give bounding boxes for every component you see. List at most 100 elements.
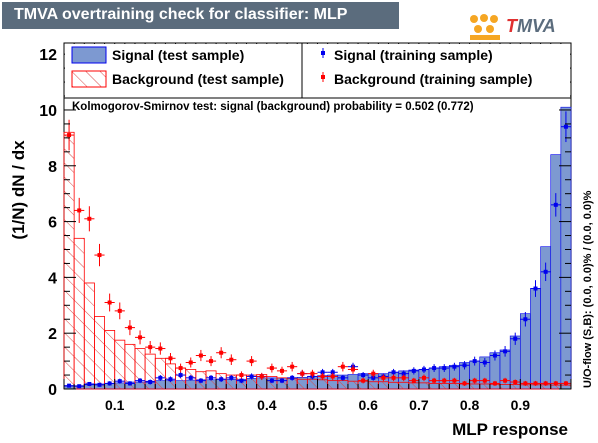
background-training-point bbox=[388, 374, 399, 382]
legend-signal-test: Signal (test sample) bbox=[71, 46, 244, 64]
background-training-point-marker bbox=[77, 208, 82, 213]
signal-training-point-marker bbox=[290, 375, 295, 380]
signal-training-point-marker bbox=[97, 382, 102, 387]
x-tick-label: 0.7 bbox=[409, 397, 429, 413]
signal-training-point bbox=[439, 364, 450, 372]
x-tick-label: 0.2 bbox=[156, 397, 176, 413]
y-tick-label: 12 bbox=[39, 47, 57, 64]
signal-training-point-marker bbox=[198, 378, 203, 383]
background-test-bar bbox=[408, 382, 420, 390]
signal-training-point-marker bbox=[269, 378, 274, 383]
background-training-point bbox=[287, 361, 298, 372]
signal-training-point-marker bbox=[168, 377, 173, 382]
background-training-point bbox=[337, 361, 348, 372]
background-test-bar bbox=[104, 330, 116, 390]
background-test-bar bbox=[398, 381, 410, 390]
signal-training-point bbox=[74, 384, 85, 389]
background-training-point bbox=[347, 365, 359, 374]
signal-training-point bbox=[246, 373, 257, 380]
signal-training-point-marker bbox=[543, 269, 548, 274]
signal-training-point bbox=[510, 332, 521, 345]
tmva-logo: TMVA bbox=[468, 12, 594, 44]
background-training-point-marker bbox=[198, 353, 203, 358]
signal-training-point bbox=[418, 365, 430, 374]
signal-training-point bbox=[479, 358, 490, 367]
signal-training-point bbox=[358, 371, 369, 379]
x-tick-label: 0.3 bbox=[206, 397, 226, 413]
background-training-point bbox=[418, 374, 430, 382]
background-training-point bbox=[266, 363, 277, 373]
signal-training-point bbox=[236, 378, 247, 384]
background-training-point bbox=[216, 347, 227, 359]
signal-training-point-marker bbox=[77, 384, 82, 389]
background-training-point bbox=[449, 377, 460, 384]
background-training-point-marker bbox=[290, 364, 295, 369]
background-training-point-marker bbox=[472, 378, 477, 383]
signal-training-point bbox=[155, 375, 166, 381]
background-training-point-marker bbox=[249, 359, 254, 364]
signal-training-point bbox=[165, 376, 176, 383]
background-training-point-marker bbox=[138, 335, 143, 340]
legend-background bbox=[65, 44, 570, 98]
background-test-bar bbox=[479, 383, 491, 390]
background-test-bar bbox=[438, 383, 450, 390]
signal-training-point bbox=[408, 367, 419, 375]
signal-training-point bbox=[530, 280, 541, 297]
tmva-logo-icon bbox=[470, 14, 500, 40]
signal-training-point bbox=[64, 383, 75, 388]
signal-training-point-marker bbox=[361, 373, 366, 378]
signal-training-point-marker bbox=[452, 364, 457, 369]
background-training-point bbox=[124, 320, 135, 336]
signal-training-point-marker bbox=[67, 383, 72, 388]
signal-training-point bbox=[195, 378, 206, 384]
background-training-point bbox=[560, 380, 571, 386]
legend-background-training: Background (training sample) bbox=[321, 71, 532, 87]
y-tick-label: 0 bbox=[48, 382, 57, 399]
background-training-point bbox=[469, 377, 480, 384]
background-training-point-marker bbox=[381, 375, 386, 380]
background-test-bar bbox=[63, 131, 75, 390]
background-training-point-marker bbox=[523, 381, 528, 386]
signal-test-bar bbox=[550, 154, 562, 390]
signal-training-point bbox=[560, 111, 571, 143]
y-tick-label: 6 bbox=[48, 215, 57, 232]
background-test-bar bbox=[418, 382, 430, 390]
signal-training-point-marker bbox=[340, 375, 345, 380]
background-training-point-marker bbox=[320, 374, 325, 379]
signal-training-point-marker bbox=[371, 375, 376, 380]
signal-training-point bbox=[337, 375, 348, 381]
background-test-bar bbox=[73, 237, 85, 390]
background-training-point-marker bbox=[401, 375, 406, 380]
background-training-point-marker bbox=[543, 381, 548, 386]
background-training-point-marker bbox=[533, 381, 538, 386]
signal-training-point-marker bbox=[239, 378, 244, 383]
background-training-point-marker bbox=[117, 308, 122, 313]
signal-training-point-marker bbox=[188, 375, 193, 380]
signal-training-point bbox=[520, 311, 531, 327]
background-training-point bbox=[84, 206, 95, 232]
legend-label: Signal (training sample) bbox=[334, 47, 493, 63]
background-test-bar bbox=[337, 380, 349, 390]
background-training-point bbox=[276, 366, 288, 376]
background-test-bar bbox=[347, 380, 359, 390]
background-training-point bbox=[479, 377, 490, 384]
background-training-point-marker bbox=[310, 371, 315, 376]
background-training-point-marker bbox=[67, 133, 72, 138]
background-test-bar bbox=[428, 383, 440, 390]
background-training-point bbox=[398, 374, 409, 382]
background-training-point-marker bbox=[269, 366, 274, 371]
background-training-point-marker bbox=[361, 378, 366, 383]
background-training-point-marker bbox=[563, 381, 568, 386]
signal-test-bar bbox=[530, 288, 541, 390]
y-axis-label: (1/N) dN / dx bbox=[9, 140, 28, 240]
signal-training-point-marker bbox=[280, 378, 285, 383]
signal-training-point-marker bbox=[492, 353, 497, 358]
signal-training-point-marker bbox=[229, 375, 234, 380]
y-tick-label: 10 bbox=[39, 103, 57, 120]
background-training-point-marker bbox=[239, 373, 244, 378]
y-tick-label: 4 bbox=[48, 270, 57, 287]
background-training-point bbox=[489, 380, 501, 386]
legend-swatch bbox=[71, 70, 107, 88]
signal-training-point bbox=[226, 375, 237, 381]
background-test-bar bbox=[296, 378, 308, 390]
